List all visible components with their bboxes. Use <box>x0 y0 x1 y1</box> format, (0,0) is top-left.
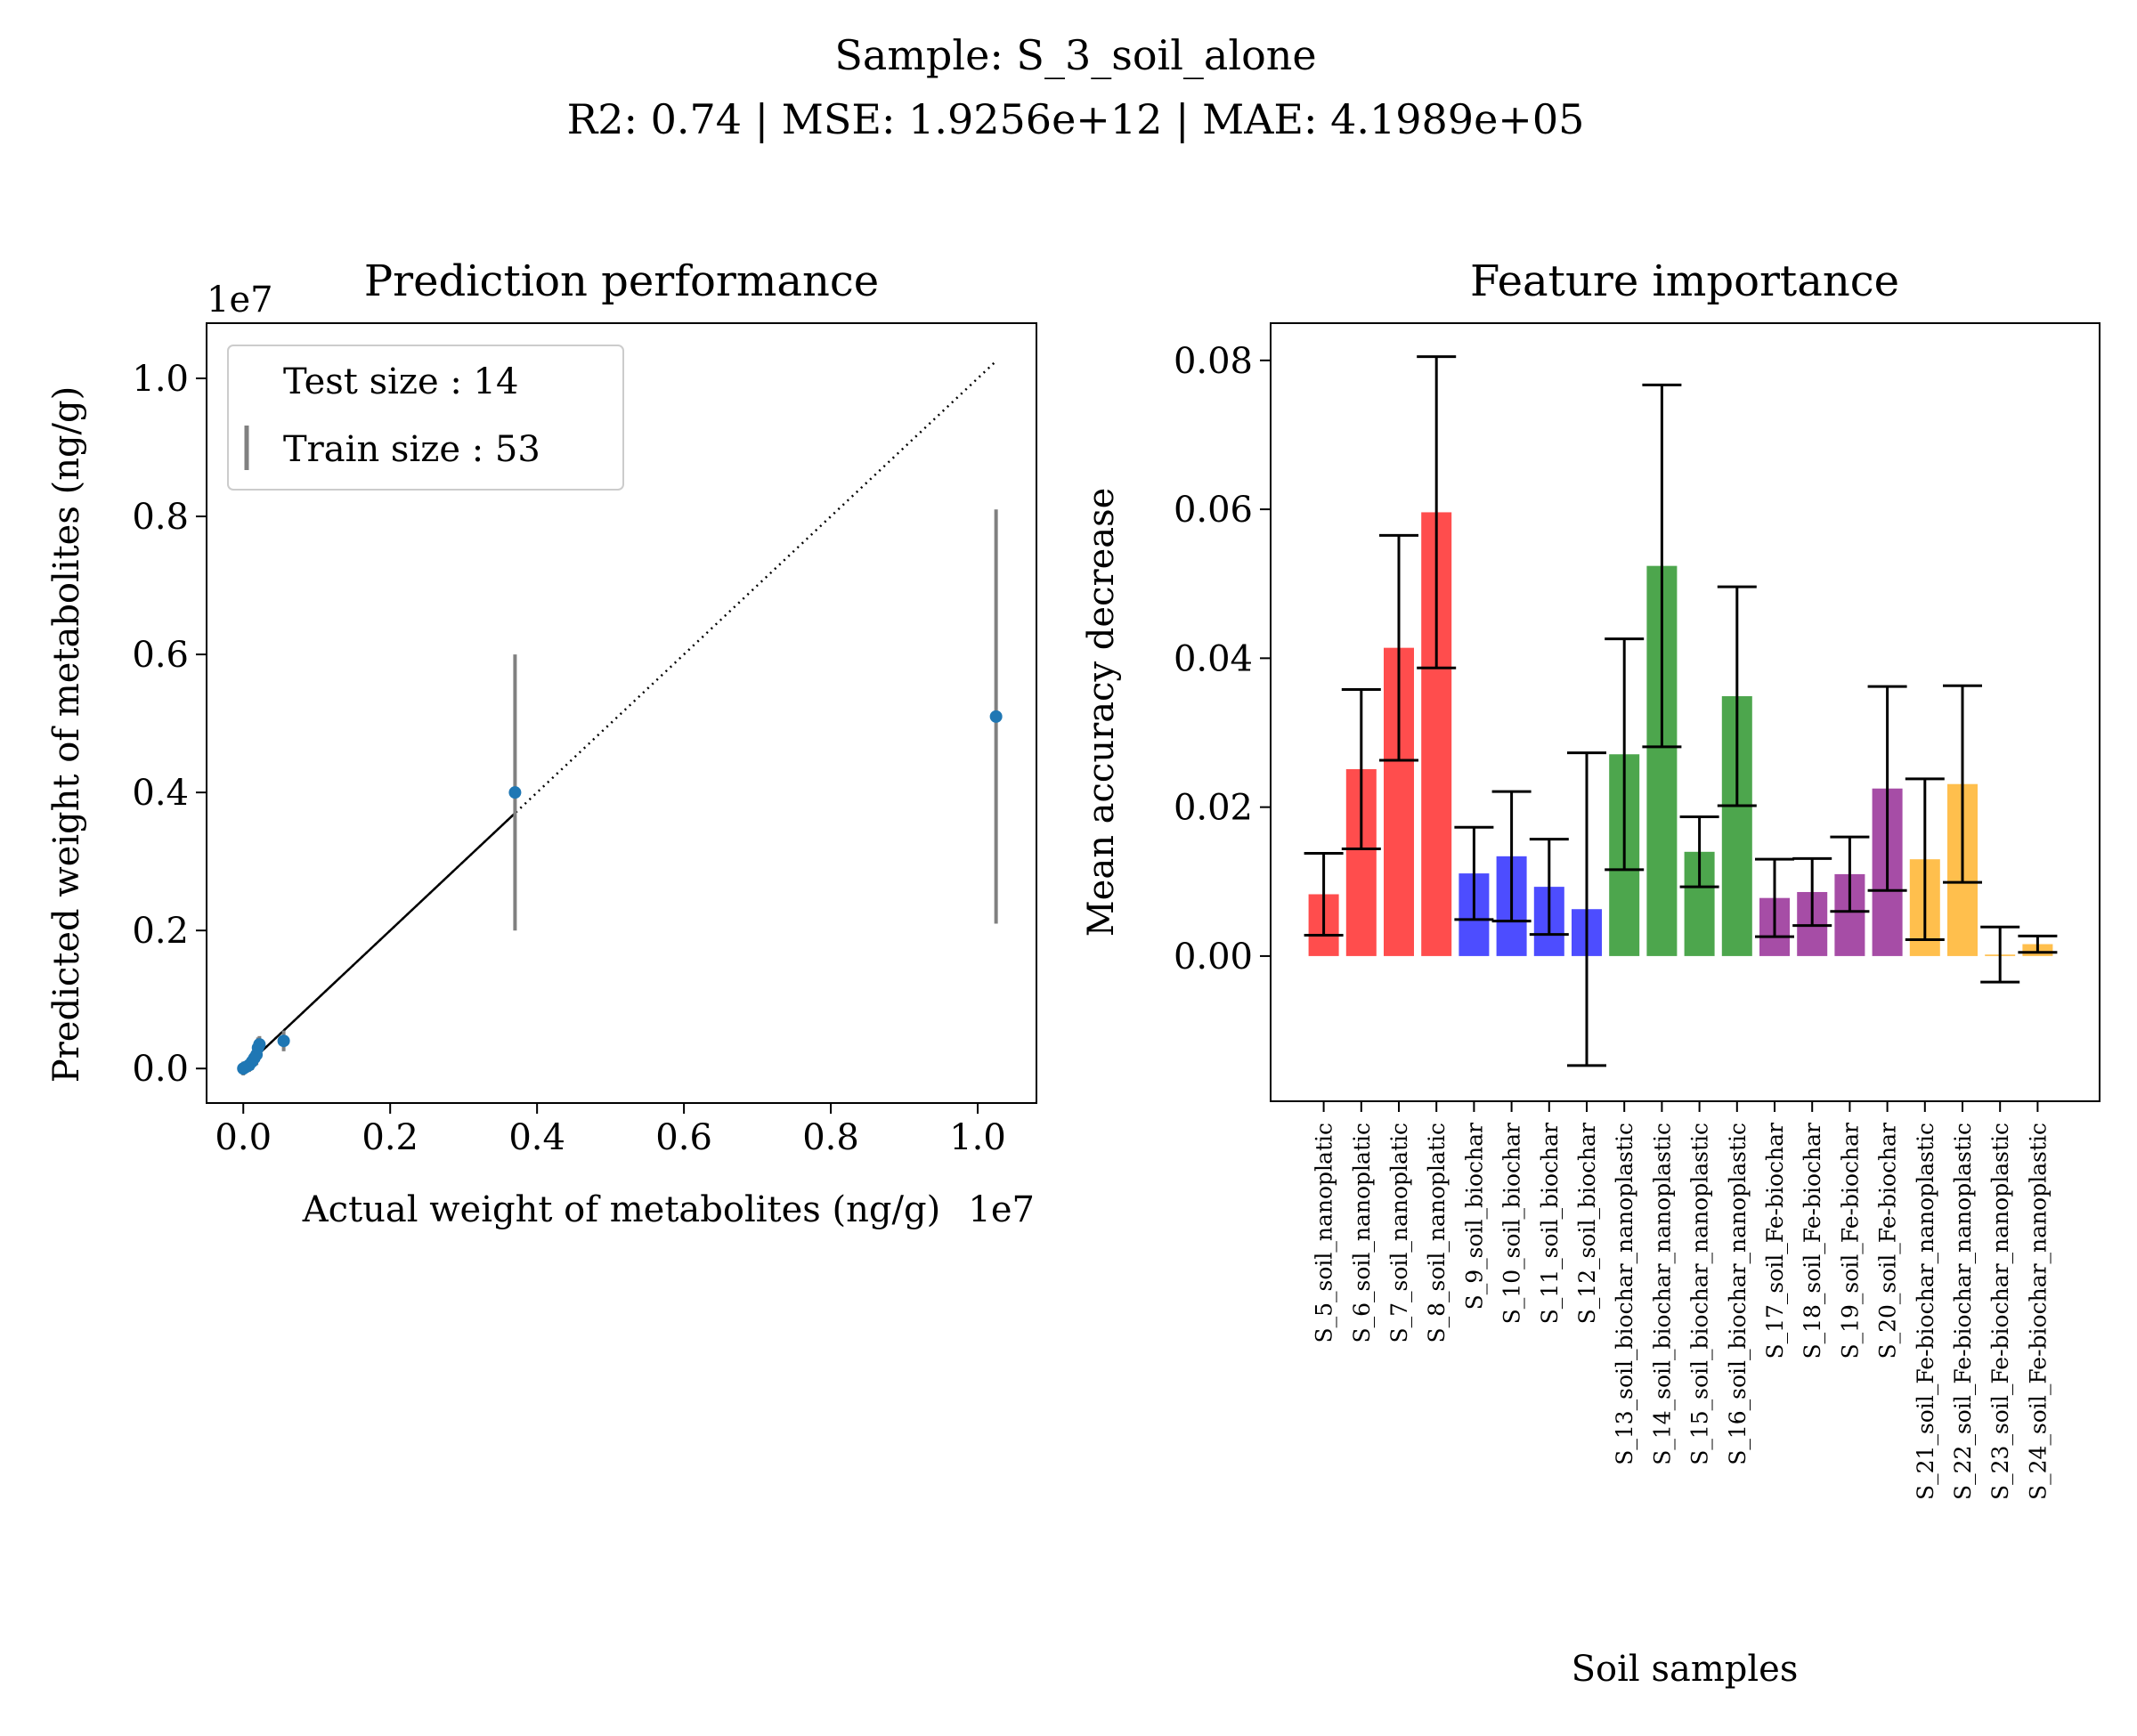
right-chart-title: Feature importance <box>1470 256 1899 306</box>
left-x-tick-label: 0.4 <box>508 1117 565 1158</box>
left-y-offset-label: 1e7 <box>207 280 273 320</box>
left-x-offset-label: 1e7 <box>968 1189 1035 1230</box>
category-label: S_24_soil_Fe-biochar_nanoplastic <box>2025 1123 2051 1500</box>
left-x-axis-label: Actual weight of metabolites (ng/g) <box>302 1189 940 1230</box>
category-label: S_20_soil_Fe-biochar <box>1875 1123 1901 1359</box>
legend-entry-test-size: Test size : 14 <box>283 361 518 402</box>
right-y-tick-label: 0.04 <box>1174 638 1253 679</box>
category-label: S_6_soil_nanoplatic <box>1349 1123 1375 1343</box>
category-label: S_23_soil_Fe-biochar_nanoplastic <box>1987 1123 2013 1500</box>
left-legend-box <box>227 345 624 491</box>
left-y-tick-label: 0.8 <box>132 497 189 538</box>
category-label: S_17_soil_Fe-biochar <box>1762 1123 1788 1359</box>
prediction-performance-panel: Prediction performance 1e7 1e7 Actual we… <box>46 256 1037 1230</box>
category-label: S_14_soil_biochar_nanoplastic <box>1649 1123 1675 1465</box>
left-x-tick-label: 1.0 <box>949 1117 1006 1158</box>
right-plot-frame <box>1270 322 2100 1102</box>
category-label: S_11_soil_biochar <box>1537 1123 1563 1324</box>
left-y-tick-label: 0.6 <box>132 635 189 676</box>
left-legend: Test size : 14 Train size : 53 <box>227 345 624 491</box>
category-label: S_12_soil_biochar <box>1574 1123 1600 1324</box>
left-x-tick-label: 0.8 <box>802 1117 859 1158</box>
left-y-tick-label: 1.0 <box>132 359 189 400</box>
left-x-tick-label: 0.6 <box>655 1117 712 1158</box>
category-label: S_16_soil_biochar_nanoplastic <box>1725 1123 1751 1465</box>
identity-line <box>242 360 997 1070</box>
left-y-axis-label: Predicted weight of metabolites (ng/g) <box>46 386 87 1083</box>
right-x-axis-label: Soil samples <box>1572 1649 1799 1690</box>
right-y-axis-label: Mean accuracy decrease <box>1081 488 1122 937</box>
fit-line <box>242 812 516 1070</box>
left-plot-frame <box>206 322 1037 1104</box>
left-chart-title: Prediction performance <box>364 256 879 306</box>
left-x-tick-label: 0.2 <box>362 1117 418 1158</box>
data-point <box>989 710 1003 723</box>
category-label: S_13_soil_biochar_nanoplastic <box>1612 1123 1637 1465</box>
right-y-tick-label: 0.08 <box>1174 341 1253 382</box>
left-y-tick-label: 0.4 <box>132 773 189 814</box>
suptitle-line-2: R2: 0.74 | MSE: 1.9256e+12 | MAE: 4.1989… <box>567 95 1585 143</box>
left-y-tick-label: 0.2 <box>132 911 189 952</box>
left-y-tick-label: 0.0 <box>132 1049 189 1090</box>
category-label: S_9_soil_biochar <box>1461 1123 1487 1310</box>
category-label: S_22_soil_Fe-biochar_nanoplastic <box>1950 1123 1976 1500</box>
category-label: S_7_soil_nanoplatic <box>1386 1123 1412 1343</box>
right-y-tick-label: 0.02 <box>1174 788 1253 829</box>
category-label: S_15_soil_biochar_nanoplastic <box>1687 1123 1713 1465</box>
right-y-tick-label: 0.06 <box>1174 490 1253 531</box>
category-label: S_5_soil_nanoplatic <box>1312 1123 1337 1343</box>
category-label: S_19_soil_Fe-biochar <box>1837 1123 1863 1359</box>
suptitle-line-1: Sample: S_3_soil_alone <box>834 31 1316 79</box>
data-point <box>253 1038 266 1051</box>
category-label: S_10_soil_biochar <box>1499 1123 1525 1324</box>
legend-entry-train-size: Train size : 53 <box>283 429 540 470</box>
category-label: S_8_soil_nanoplatic <box>1424 1123 1450 1343</box>
left-x-tick-label: 0.0 <box>215 1117 272 1158</box>
category-label: S_21_soil_Fe-biochar_nanoplastic <box>1913 1123 1938 1500</box>
data-point <box>277 1034 290 1048</box>
data-point <box>508 786 522 799</box>
right-y-tick-label: 0.00 <box>1174 937 1253 978</box>
category-label: S_18_soil_Fe-biochar <box>1800 1123 1825 1359</box>
feature-importance-panel: Feature importance Mean accuracy decreas… <box>1081 256 2100 1690</box>
